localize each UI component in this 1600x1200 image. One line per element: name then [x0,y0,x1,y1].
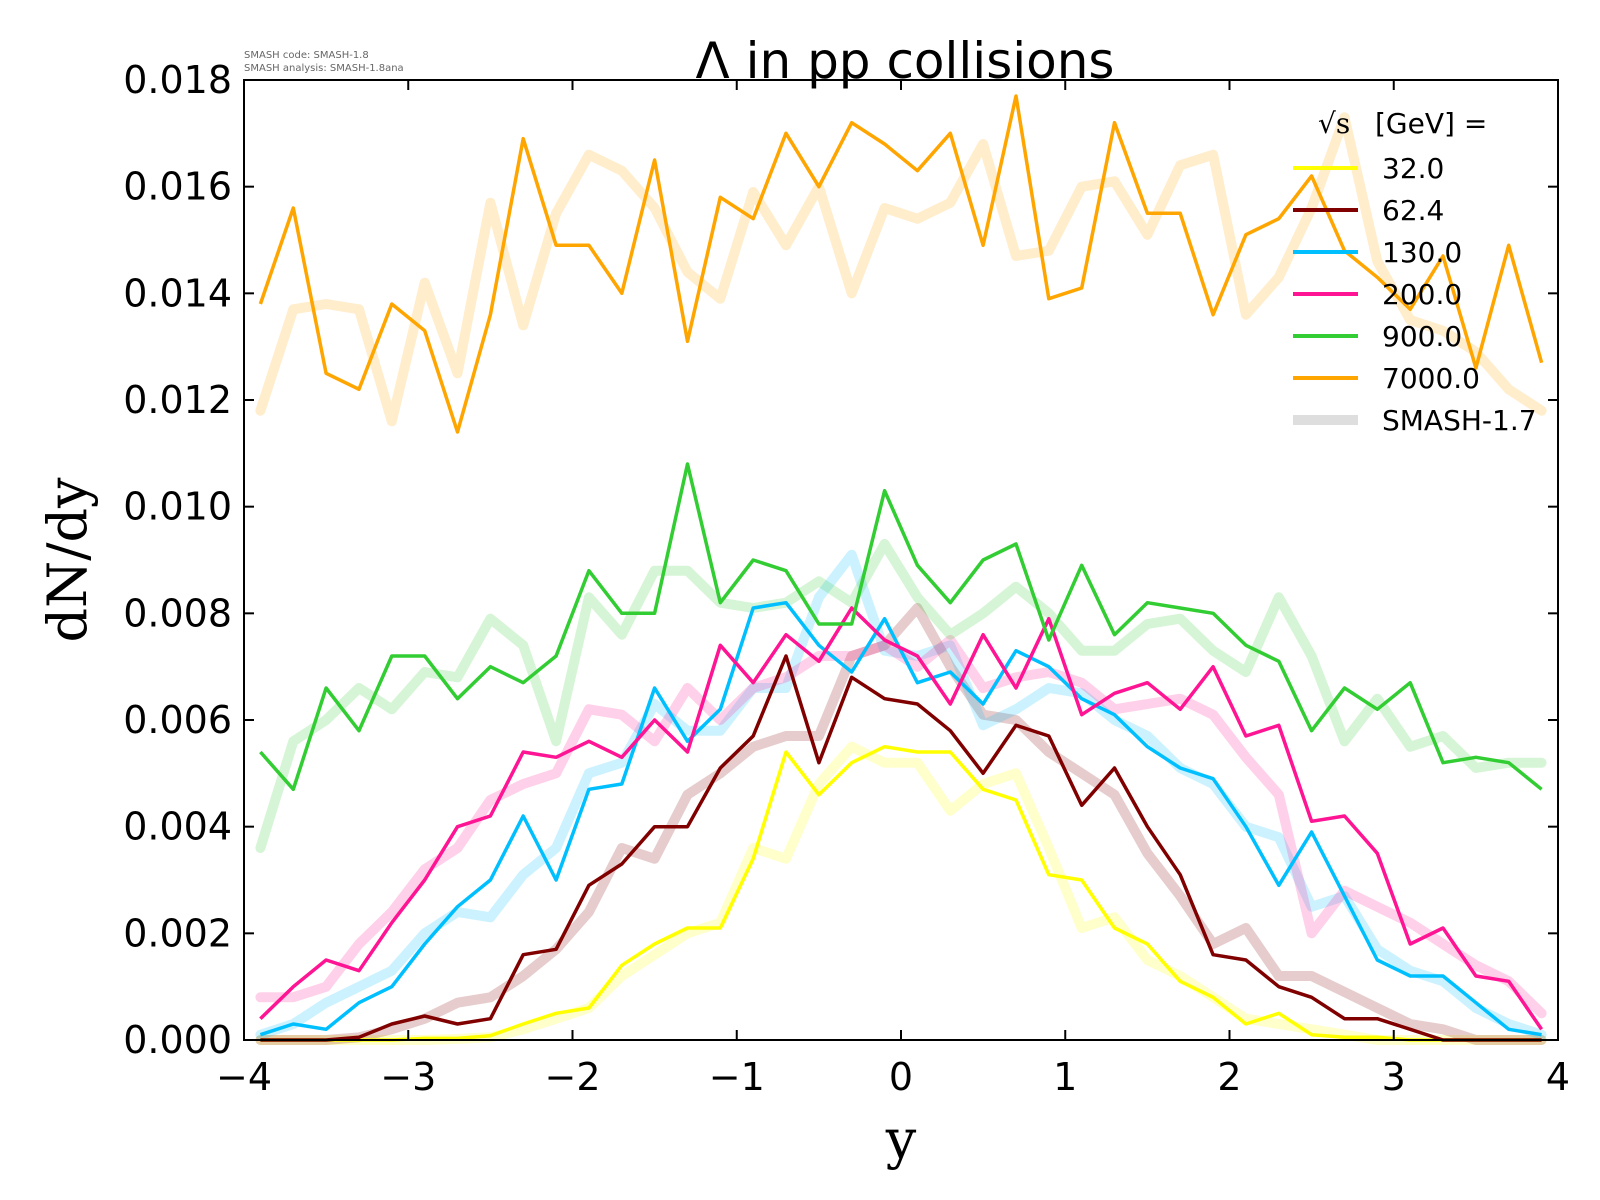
y-tick-label: 0.014 [123,271,232,315]
series-line-7000-0 [258,94,1544,434]
y-axis: 0.000 0.002 0.004 0.006 0.008 0.010 0.012 0.014… [123,58,1558,1062]
y-tick-label: 0.000 [123,1018,232,1062]
chart-title: Λ in pp collisions [696,32,1115,90]
x-tick-label: −2 [544,1055,600,1099]
legend-label-32-0: 32.0 [1382,152,1444,185]
legend-title: [GeV] = [1375,107,1487,140]
credit-analysis: SMASH analysis: SMASH-1.8ana [244,63,404,74]
series-line-32-0 [260,744,1542,1042]
credit-code: SMASH code: SMASH-1.8 [244,50,369,61]
series-smash-1-8-group [258,94,1544,1042]
x-tick-label: 0 [889,1055,913,1099]
x-tick-label: −3 [380,1055,436,1099]
legend: √s [GeV] = 32.0 62.4 130.0 200.0 900.0 7000.0… [1293,107,1537,437]
legend-label-smash-1-7: SMASH-1.7 [1382,404,1537,437]
y-tick-label: 0.012 [123,378,232,422]
legend-title-symbol: √s [1318,107,1350,140]
y-tick-label: 0.016 [123,165,232,209]
series-line-62-4-smash-1-7 [255,603,1547,1045]
y-tick-label: 0.010 [123,485,232,529]
x-tick-label: 2 [1217,1055,1241,1099]
x-axis: −4 −3 −2 −1 0 1 2 3 4 [216,80,1570,1099]
y-tick-label: 0.018 [123,58,232,102]
y-tick-label: 0.006 [123,698,232,742]
series-line-900-0-smash-1-7 [255,539,1547,853]
y-tick-label: 0.008 [123,591,232,635]
series-line-62-4 [260,654,1542,1042]
x-tick-label: −1 [709,1055,765,1099]
x-tick-label: 3 [1382,1055,1406,1099]
legend-label-130-0: 130.0 [1382,236,1462,269]
legend-label-900-0: 900.0 [1382,320,1462,353]
series-line-130-0 [259,600,1542,1037]
y-axis-label: dN/dy [36,477,99,643]
x-tick-label: −4 [216,1055,272,1099]
x-tick-label: 4 [1546,1055,1570,1099]
series-line-200-0-smash-1-7 [255,635,1547,1019]
series-line-200-0 [259,606,1544,1031]
series-line-7000-0-smash-1-7 [255,112,1547,427]
x-axis-label: y [885,1108,917,1171]
y-tick-label: 0.004 [123,805,232,849]
series-line-900-0 [259,462,1543,792]
x-tick-label: 1 [1053,1055,1077,1099]
legend-label-62-4: 62.4 [1382,194,1444,227]
legend-label-7000-0: 7000.0 [1382,362,1480,395]
y-tick-label: 0.002 [123,911,232,955]
legend-label-200-0: 200.0 [1382,278,1462,311]
